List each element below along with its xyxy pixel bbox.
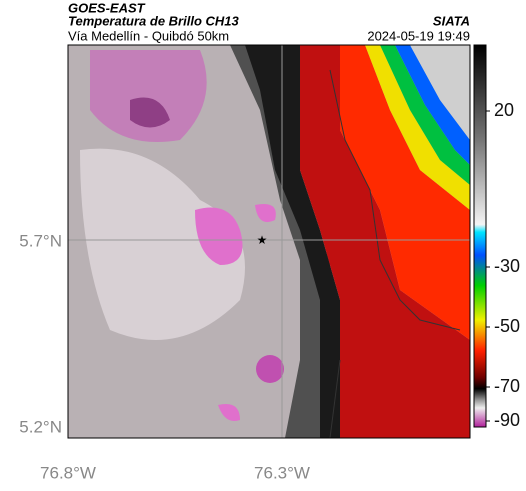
colorbar-tick-label: -70	[494, 376, 520, 396]
colorbar-ticks	[486, 110, 490, 422]
route: Vía Medellín - Quibdó 50km	[68, 28, 229, 43]
colorbar-tick-label: 20	[494, 100, 514, 120]
lat-label: 5.2°N	[19, 417, 62, 436]
lon-label: 76.3°W	[254, 463, 310, 482]
satellite: GOES-EAST	[68, 0, 146, 15]
product: Temperatura de Brillo CH13	[68, 13, 240, 28]
colorbar-tick-label: -30	[494, 256, 520, 276]
svg-text:★: ★	[257, 233, 268, 247]
colorbar-tick-label: -50	[494, 316, 520, 336]
satellite-image: ★	[68, 45, 470, 438]
colorbar-tick-label: -90	[494, 410, 520, 430]
lon-label: 76.8°W	[40, 463, 96, 482]
colorbar	[473, 44, 487, 428]
lat-label: 5.7°N	[19, 231, 62, 250]
timestamp: 2024-05-19 19:49	[367, 28, 470, 43]
org: SIATA	[433, 13, 470, 28]
map-frame	[67, 44, 471, 439]
